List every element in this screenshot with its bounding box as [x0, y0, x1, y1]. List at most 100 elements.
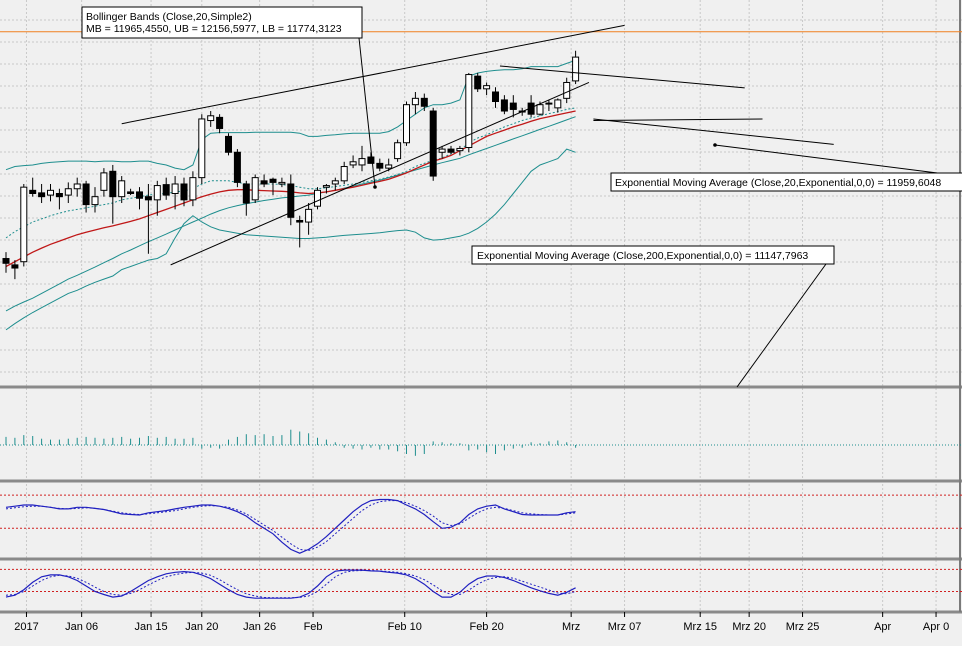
candle-body	[207, 115, 215, 122]
candle	[474, 72, 482, 92]
candle	[127, 188, 135, 196]
bollinger-callout-values: MB = 11965,4550, UB = 12156,5977, LB = 1…	[86, 23, 342, 35]
candle-body	[278, 181, 286, 185]
ema20-callout-text: Exponential Moving Average (Close,20,Exp…	[615, 177, 941, 189]
candle	[278, 177, 286, 188]
candle-body	[420, 97, 428, 107]
candle-body	[20, 186, 28, 263]
stochastic-panel-1	[0, 494, 962, 554]
candle-body	[118, 180, 126, 198]
candle-body	[64, 188, 72, 196]
volume-panel	[0, 429, 962, 456]
candle-body	[358, 158, 366, 166]
candle	[180, 177, 188, 207]
candle-body	[456, 147, 464, 152]
candle-body	[492, 91, 499, 103]
ema200-callout-text: Exponential Moving Average (Close,200,Ex…	[477, 250, 808, 262]
candle-body	[509, 102, 517, 110]
candle-body	[171, 183, 179, 195]
ema20-callout[interactable]: Exponential Moving Average (Close,20,Exp…	[610, 172, 962, 192]
candle	[376, 158, 384, 172]
callout-leaders	[358, 37, 962, 388]
trendline	[499, 65, 745, 89]
bollinger-callout[interactable]: Bollinger Bands (Close,20,Simple2) MB = …	[81, 6, 363, 39]
candle	[82, 180, 90, 213]
trendlines	[121, 24, 834, 266]
candle	[38, 183, 46, 204]
candle	[296, 215, 304, 248]
candle	[429, 107, 437, 181]
candle-body	[189, 177, 197, 201]
candlesticks	[2, 50, 580, 280]
candle	[216, 114, 224, 134]
candle-body	[536, 104, 544, 115]
candle	[251, 174, 259, 204]
bollinger-upper	[5, 59, 576, 171]
candle-body	[29, 189, 37, 194]
stochastic-k-line	[5, 569, 576, 599]
candle-body	[465, 74, 473, 149]
x-tick-label: Jan 15	[135, 621, 168, 633]
candle	[483, 82, 491, 96]
candle-body	[109, 170, 117, 198]
candle-body	[340, 166, 348, 182]
candle	[411, 91, 419, 115]
candle-body	[500, 99, 508, 112]
x-axis: 2017 Jan 06 Jan 15 Jan 20 Jan 26 Feb Feb 10 Feb…	[14, 612, 949, 633]
candle-body	[55, 193, 63, 198]
candle	[225, 133, 232, 156]
candle	[136, 187, 143, 210]
candle-body	[144, 196, 152, 201]
candle	[11, 260, 19, 280]
candle	[29, 177, 37, 197]
candle	[144, 183, 152, 254]
trendline	[593, 118, 763, 122]
candle-body	[554, 99, 562, 109]
candle	[331, 177, 339, 191]
candle-body	[474, 75, 482, 90]
candle	[403, 101, 410, 146]
candle	[207, 111, 215, 127]
candle-body	[233, 151, 241, 183]
x-tick-label: Mrz 07	[608, 621, 642, 633]
candle	[367, 152, 375, 164]
candle	[91, 187, 99, 213]
candle	[109, 164, 117, 224]
candle	[322, 183, 330, 194]
candle	[438, 145, 446, 159]
candle-body	[572, 56, 580, 82]
candle-body	[38, 192, 46, 198]
trendline	[593, 118, 834, 145]
candle	[118, 176, 126, 204]
candle	[358, 145, 366, 172]
candle	[305, 203, 313, 235]
candle-body	[438, 148, 446, 153]
bollinger-bands	[5, 59, 576, 331]
candle	[269, 177, 277, 196]
candle	[394, 139, 402, 162]
candle-body	[545, 102, 553, 105]
candle-body	[260, 180, 268, 185]
candle-body	[394, 142, 402, 160]
candle	[233, 149, 241, 188]
candle	[162, 177, 170, 200]
trendline	[170, 82, 590, 266]
candle-body	[331, 180, 339, 185]
candle	[340, 161, 348, 184]
panel-separators	[0, 0, 962, 614]
x-tick-label: Apr	[874, 621, 891, 633]
candle	[385, 158, 393, 172]
candle-body	[483, 85, 491, 90]
x-tick-label: Feb 10	[388, 621, 422, 633]
candle	[64, 182, 72, 204]
ema200-callout[interactable]: Exponential Moving Average (Close,200,Ex…	[471, 245, 835, 265]
x-tick-label: Apr 0	[923, 621, 949, 633]
candle-body	[153, 185, 161, 201]
candle-body	[225, 135, 232, 153]
candle	[420, 93, 428, 112]
candle-body	[136, 191, 143, 199]
candle-body	[91, 196, 99, 206]
candle	[287, 174, 295, 226]
